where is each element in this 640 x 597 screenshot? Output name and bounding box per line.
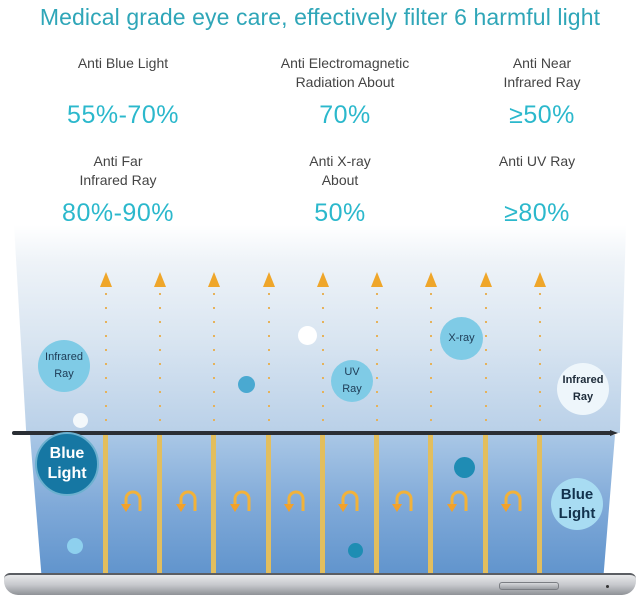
arrow-up-icon <box>425 272 437 287</box>
particle-dot <box>238 376 255 393</box>
arrow-up-icon <box>208 272 220 287</box>
stat-label: Anti Blue Light <box>77 55 169 71</box>
solid-ray <box>428 435 433 580</box>
stat-anti-near-infrared: Anti Near Infrared Ray ≥50% <box>432 54 640 130</box>
stat-value: ≥80% <box>504 199 570 227</box>
stat-anti-uv: Anti UV Ray ≥80% <box>427 152 640 228</box>
solid-ray <box>266 435 271 580</box>
arrow-up-icon <box>263 272 275 287</box>
stat-label: Anti UV Ray <box>498 153 576 169</box>
stat-anti-electromagnetic: Anti Electromagnetic Radiation About 70% <box>235 54 455 130</box>
dotted-ray <box>485 293 487 453</box>
filter-illustration: Infrared Ray UV Ray X-ray Infrared Ray Blue… <box>0 225 640 597</box>
particle-dot <box>348 543 363 558</box>
particle-dot <box>454 457 475 478</box>
u-turn-arrow-icon <box>447 490 468 512</box>
dotted-ray <box>322 293 324 453</box>
stat-label: Anti X-ray About <box>309 153 371 188</box>
solid-ray <box>211 435 216 580</box>
particle-dot <box>67 538 83 554</box>
stat-label: Anti Far Infrared Ray <box>79 153 157 188</box>
microphone-hole <box>606 585 609 588</box>
stat-value: 70% <box>319 101 371 129</box>
arrow-up-icon <box>154 272 166 287</box>
bubble-blue-light-left: Blue Light <box>35 432 99 496</box>
dotted-ray <box>268 293 270 453</box>
stat-label: Anti Near Infrared Ray <box>503 55 581 90</box>
u-turn-arrow-icon <box>230 490 251 512</box>
bubble-infrared-right: Infrared Ray <box>557 363 609 415</box>
headline: Medical grade eye care, effectively filt… <box>39 4 601 30</box>
u-turn-arrow-icon <box>338 490 359 512</box>
dotted-ray <box>430 293 432 453</box>
dotted-ray <box>539 293 541 453</box>
u-turn-arrow-icon <box>501 490 522 512</box>
stat-anti-far-infrared: Anti Far Infrared Ray 80%-90% <box>8 152 228 228</box>
arrow-up-icon <box>534 272 546 287</box>
dotted-ray <box>376 293 378 453</box>
arrow-up-icon <box>480 272 492 287</box>
bubble-uv-ray: UV Ray <box>331 360 373 402</box>
particle-dot <box>298 326 317 345</box>
dotted-ray <box>159 293 161 453</box>
screen-protector-edge <box>12 430 618 436</box>
particle-dot <box>73 413 88 428</box>
stat-value: 80%-90% <box>62 199 174 227</box>
u-turn-arrow-icon <box>121 490 142 512</box>
solid-ray <box>103 435 108 580</box>
solid-ray <box>320 435 325 580</box>
stat-anti-blue-light: Anti Blue Light 55%-70% <box>13 54 233 130</box>
u-turn-arrow-icon <box>284 490 305 512</box>
solid-ray <box>157 435 162 580</box>
dotted-ray <box>105 293 107 453</box>
solid-ray <box>374 435 379 580</box>
arrow-up-icon <box>317 272 329 287</box>
bubble-infrared-left: Infrared Ray <box>38 340 90 392</box>
outside-light-area <box>14 225 626 433</box>
device-body <box>4 573 636 595</box>
solid-ray <box>483 435 488 580</box>
stat-value: 55%-70% <box>67 101 179 129</box>
u-turn-arrow-icon <box>392 490 413 512</box>
arrow-up-icon <box>371 272 383 287</box>
arrow-up-icon <box>100 272 112 287</box>
dotted-ray <box>213 293 215 453</box>
stat-value: 50% <box>314 199 366 227</box>
stat-value: ≥50% <box>509 101 575 129</box>
bubble-xray: X-ray <box>440 317 483 360</box>
stat-label: Anti Electromagnetic Radiation About <box>280 55 410 90</box>
solid-ray <box>537 435 542 580</box>
u-turn-arrow-icon <box>176 490 197 512</box>
stat-anti-xray: Anti X-ray About 50% <box>230 152 450 228</box>
bubble-blue-light-right: Blue Light <box>551 478 603 530</box>
volume-button <box>499 582 559 590</box>
